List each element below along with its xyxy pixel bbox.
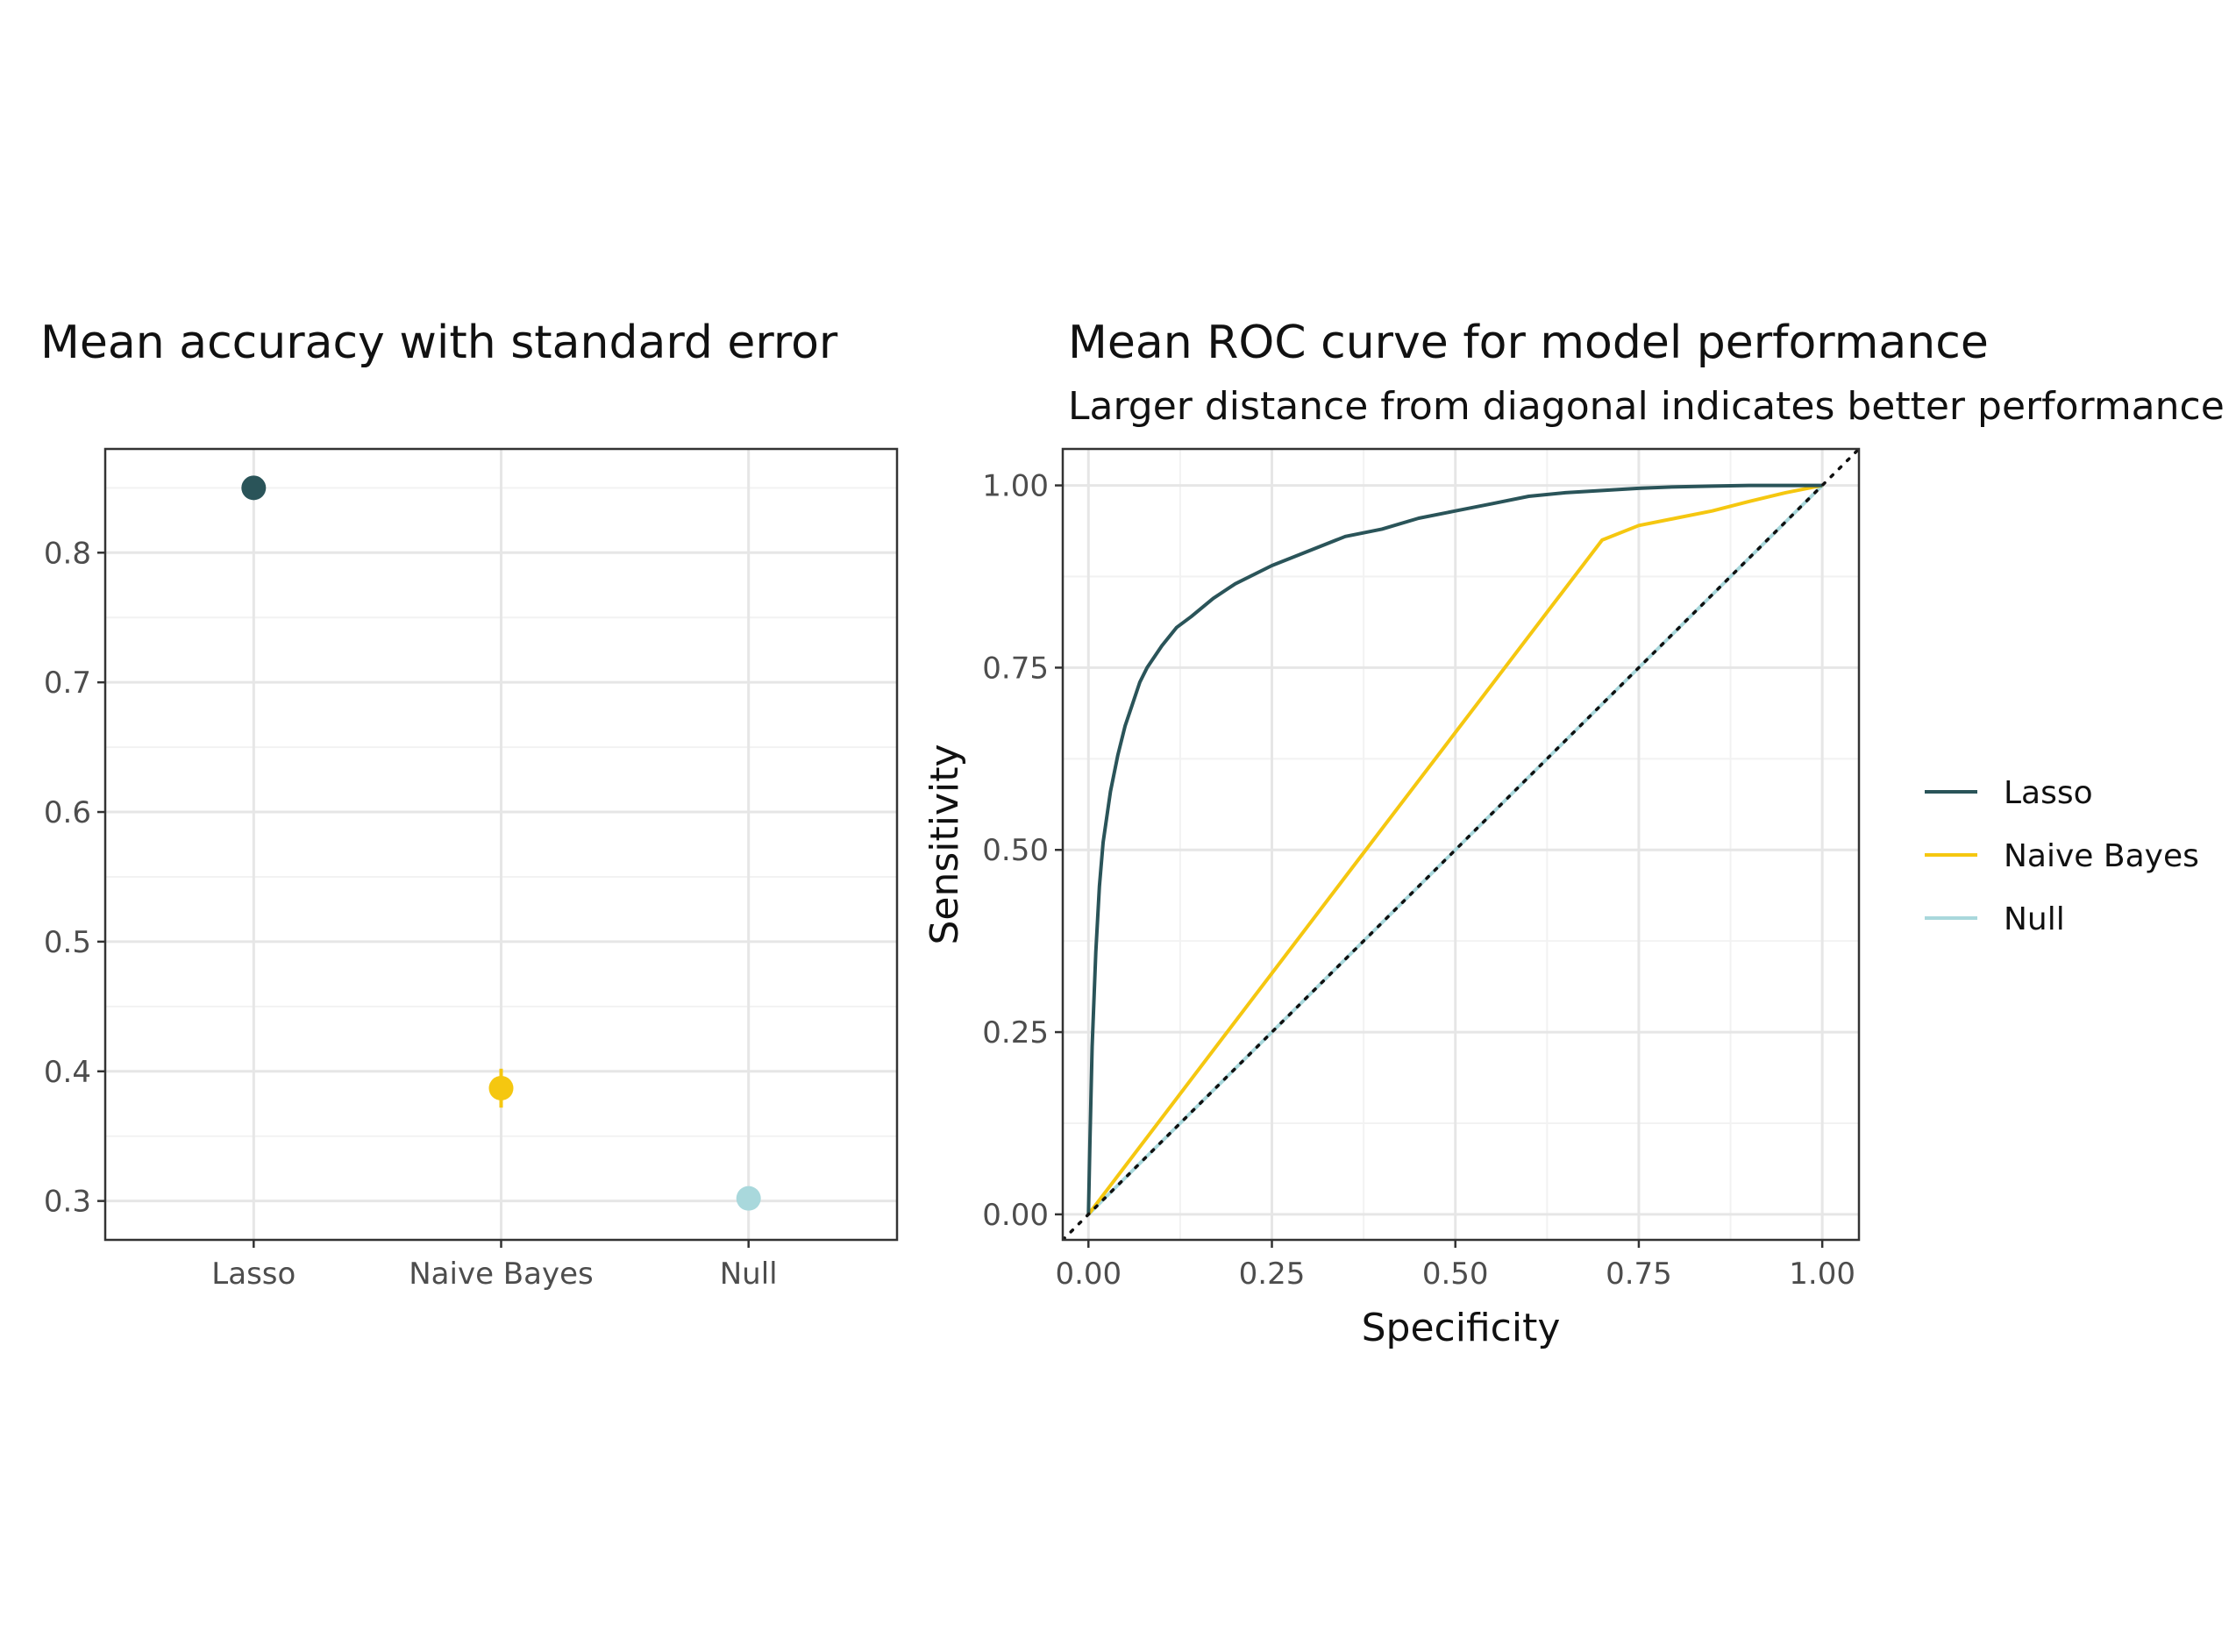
accuracy-point [488,1075,514,1100]
x-tick-label: Lasso [211,1257,296,1292]
y-tick-label: 0.6 [44,795,91,830]
roc-panel-border [1061,447,1861,1242]
x-tick-label: 1.00 [1789,1257,1855,1292]
y-tick-label: 0.8 [44,536,91,571]
roc-y-axis-title: Sensitivity [922,744,967,944]
accuracy-axes: 0.3 0.4 0.5 0.6 0.7 0.8 Lasso Naive Bayes Null [44,536,778,1292]
roc-chart-subtitle: Larger distance from diagonal indicates … [1068,384,2225,429]
y-tick-label: 0.7 [44,666,91,701]
accuracy-points [241,475,761,1211]
roc-legend: Lasso Naive Bayes Null [1925,775,2199,937]
diagonal-reference-line [1063,449,1859,1240]
roc-axes: 0.00 0.25 0.50 0.75 1.00 0.00 0.25 0.50 0.75 1.00 [982,469,1855,1292]
roc-chart-title: Mean ROC curve for model performance [1068,317,1989,369]
accuracy-panel: Mean accuracy with standard error 0.3 0.4… [40,317,899,1292]
x-tick-label: 0.25 [1239,1257,1306,1292]
roc-line-lasso [1086,483,1823,1214]
accuracy-point [241,475,267,501]
legend-label: Naive Bayes [2004,838,2199,874]
roc-panel: Mean ROC curve for model performance Lar… [922,317,2225,1350]
accuracy-gridlines [105,449,897,1240]
x-tick-label: Naive Bayes [409,1257,593,1292]
y-tick-label: 1.00 [982,469,1049,504]
roc-gridlines [1063,449,1859,1240]
y-tick-label: 0.4 [44,1055,91,1090]
x-tick-label: 0.75 [1606,1257,1672,1292]
legend-label: Lasso [2004,775,2093,811]
x-tick-label: 0.00 [1055,1257,1122,1292]
y-tick-label: 0.3 [44,1185,91,1220]
y-tick-label: 0.25 [982,1015,1049,1050]
x-tick-label: Null [720,1257,778,1292]
y-tick-label: 0.50 [982,833,1049,868]
y-tick-label: 0.75 [982,651,1049,686]
roc-x-axis-title: Specificity [1362,1306,1561,1350]
legend-label: Null [2004,901,2065,937]
y-tick-label: 0.5 [44,925,91,960]
accuracy-point [736,1186,761,1211]
roc-curves [1063,449,1859,1240]
y-tick-label: 0.00 [982,1198,1049,1233]
accuracy-chart-title: Mean accuracy with standard error [40,317,838,369]
roc-line-naive-bayes [1086,483,1823,1216]
x-tick-label: 0.50 [1422,1257,1489,1292]
